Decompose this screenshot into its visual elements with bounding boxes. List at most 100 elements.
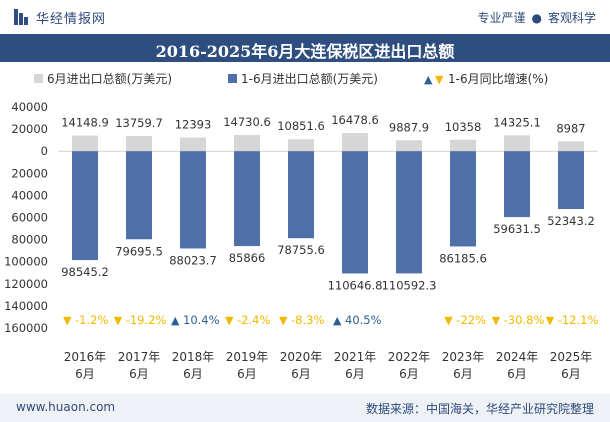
y-tick-label: 20000	[11, 122, 48, 136]
june-bar	[72, 135, 98, 152]
chart-area: 6月进出口总额(万美元) 1-6月进出口总额(万美元) ▲ ▼ 1-6月同比增速(%) …	[4, 72, 598, 381]
growth-down-icon: ▼	[225, 314, 234, 327]
june-bar	[450, 139, 476, 152]
june-value-label: 12393	[175, 118, 212, 132]
footer-bar: www.huaon.com 数据来源：中国海关，华经产业研究院整理	[0, 394, 610, 422]
x-tick-label-year: 2018年	[172, 350, 215, 364]
growth-value-label: -1.2%	[75, 313, 108, 327]
june-value-label: 10851.6	[277, 119, 325, 133]
cumulative-value-label: 88023.7	[169, 253, 217, 267]
x-tick-label-year: 2023年	[442, 350, 485, 364]
x-tick-label-month: 6月	[345, 367, 365, 381]
x-tick-label-month: 6月	[291, 367, 311, 381]
x-tick-label-month: 6月	[453, 367, 473, 381]
growth-value-label: -19.2%	[126, 313, 167, 327]
slogan: 专业严谨 ● 客观科学	[477, 9, 596, 26]
june-value-label: 9887.9	[389, 120, 429, 134]
x-tick-label-month: 6月	[507, 367, 527, 381]
growth-value-label: -22%	[456, 313, 486, 327]
x-tick-label-month: 6月	[129, 367, 149, 381]
june-bar	[342, 132, 368, 152]
legend-label-growth: 1-6月同比增速(%)	[448, 72, 548, 86]
cumulative-bar	[126, 151, 152, 240]
legend: 6月进出口总额(万美元) 1-6月进出口总额(万美元) ▲ ▼ 1-6月同比增速(%)	[34, 72, 548, 86]
legend-down-triangle-icon: ▼	[435, 73, 444, 86]
cumulative-bar	[558, 151, 584, 210]
june-value-label: 14148.9	[61, 116, 109, 130]
y-tick-label: 120000	[4, 277, 48, 291]
bars-layer	[72, 132, 584, 274]
logo-icon	[14, 9, 28, 25]
cumulative-bar	[450, 151, 476, 247]
june-bar	[180, 137, 206, 152]
legend-up-triangle-icon: ▲	[424, 73, 433, 86]
cumulative-value-label: 78755.6	[277, 243, 325, 257]
x-tick-label-year: 2021年	[334, 350, 377, 364]
growth-down-icon: ▼	[114, 314, 123, 327]
growth-down-icon: ▼	[279, 314, 288, 327]
y-tick-label: 40000	[11, 100, 48, 114]
data-source: 数据来源：中国海关，华经产业研究院整理	[365, 402, 594, 416]
cumulative-value-label: 110592.3	[382, 278, 437, 292]
cumulative-bar	[180, 151, 206, 249]
cumulative-bar	[396, 151, 422, 274]
growth-up-icon: ▲	[333, 314, 342, 327]
growth-value-label: -12.1%	[558, 313, 599, 327]
june-value-label: 14730.6	[223, 115, 271, 129]
legend-label-cumulative: 1-6月进出口总额(万美元)	[241, 72, 378, 86]
x-tick-label-month: 6月	[561, 367, 581, 381]
x-tick-label-month: 6月	[183, 367, 203, 381]
x-tick-label-month: 6月	[75, 367, 95, 381]
x-tick-label-year: 2025年	[550, 350, 593, 364]
x-tick-label-month: 6月	[237, 367, 257, 381]
june-value-label: 10358	[445, 120, 482, 134]
cumulative-value-label: 86185.6	[439, 251, 487, 265]
june-value-label: 13759.7	[115, 116, 163, 130]
legend-swatch-june	[34, 74, 43, 83]
growth-down-icon: ▼	[546, 314, 555, 327]
y-tick-label: 80000	[11, 233, 48, 247]
cumulative-value-label: 52343.2	[547, 214, 595, 228]
growth-value-label: -8.3%	[291, 313, 324, 327]
top-bar: 华经情报网 专业严谨 ● 客观科学	[0, 0, 610, 35]
legend-swatch-cumulative	[228, 74, 237, 83]
growth-value-label: 10.4%	[183, 313, 220, 327]
x-tick-label-year: 2016年	[64, 350, 107, 364]
growth-value-label: -2.4%	[237, 313, 270, 327]
june-value-label: 8987	[556, 121, 585, 135]
slogan-right: 客观科学	[547, 11, 596, 25]
cumulative-value-label: 59631.5	[493, 222, 541, 236]
x-tick-label-year: 2019年	[226, 350, 269, 364]
cumulative-value-label: 110646.8	[328, 278, 383, 292]
y-tick-label: 20000	[11, 166, 48, 180]
x-tick-label-year: 2022年	[388, 350, 431, 364]
growth-up-icon: ▲	[171, 314, 180, 327]
y-axis: 40000 20000 0 20000 40000 60000 80000 100000 120…	[4, 100, 598, 335]
x-tick-label-year: 2020年	[280, 350, 323, 364]
june-bar	[396, 140, 422, 152]
y-tick-label: 100000	[4, 255, 48, 269]
slogan-dot: ●	[531, 11, 542, 25]
title-bar: 2016-2025年6月大连保税区进出口总额	[0, 34, 610, 62]
june-value-label: 14325.1	[493, 115, 541, 129]
chart-title: 2016-2025年6月大连保税区进出口总额	[155, 42, 455, 61]
y-tick-label: 160000	[4, 321, 48, 335]
cumulative-bar	[504, 151, 530, 218]
june-value-label: 16478.6	[331, 113, 379, 127]
y-tick-label: 40000	[11, 188, 48, 202]
x-tick-label-month: 6月	[399, 367, 419, 381]
legend-label-june: 6月进出口总额(万美元)	[47, 72, 172, 86]
growth-down-icon: ▼	[492, 314, 501, 327]
june-bar	[558, 141, 584, 152]
y-tick-label: 60000	[11, 211, 48, 225]
growth-down-icon: ▼	[444, 314, 453, 327]
slogan-left: 专业严谨	[477, 11, 526, 25]
growth-value-label: 40.5%	[345, 313, 382, 327]
cumulative-value-label: 85866	[229, 251, 266, 265]
y-tick-label: 0	[41, 144, 48, 158]
cumulative-bar	[72, 151, 98, 261]
june-bar	[126, 135, 152, 152]
x-tick-label-year: 2024年	[496, 350, 539, 364]
x-axis: 2016年 6月 2017年 6月 2018年 6月 2019年 6月 2020年 6月 2021年…	[64, 350, 593, 381]
